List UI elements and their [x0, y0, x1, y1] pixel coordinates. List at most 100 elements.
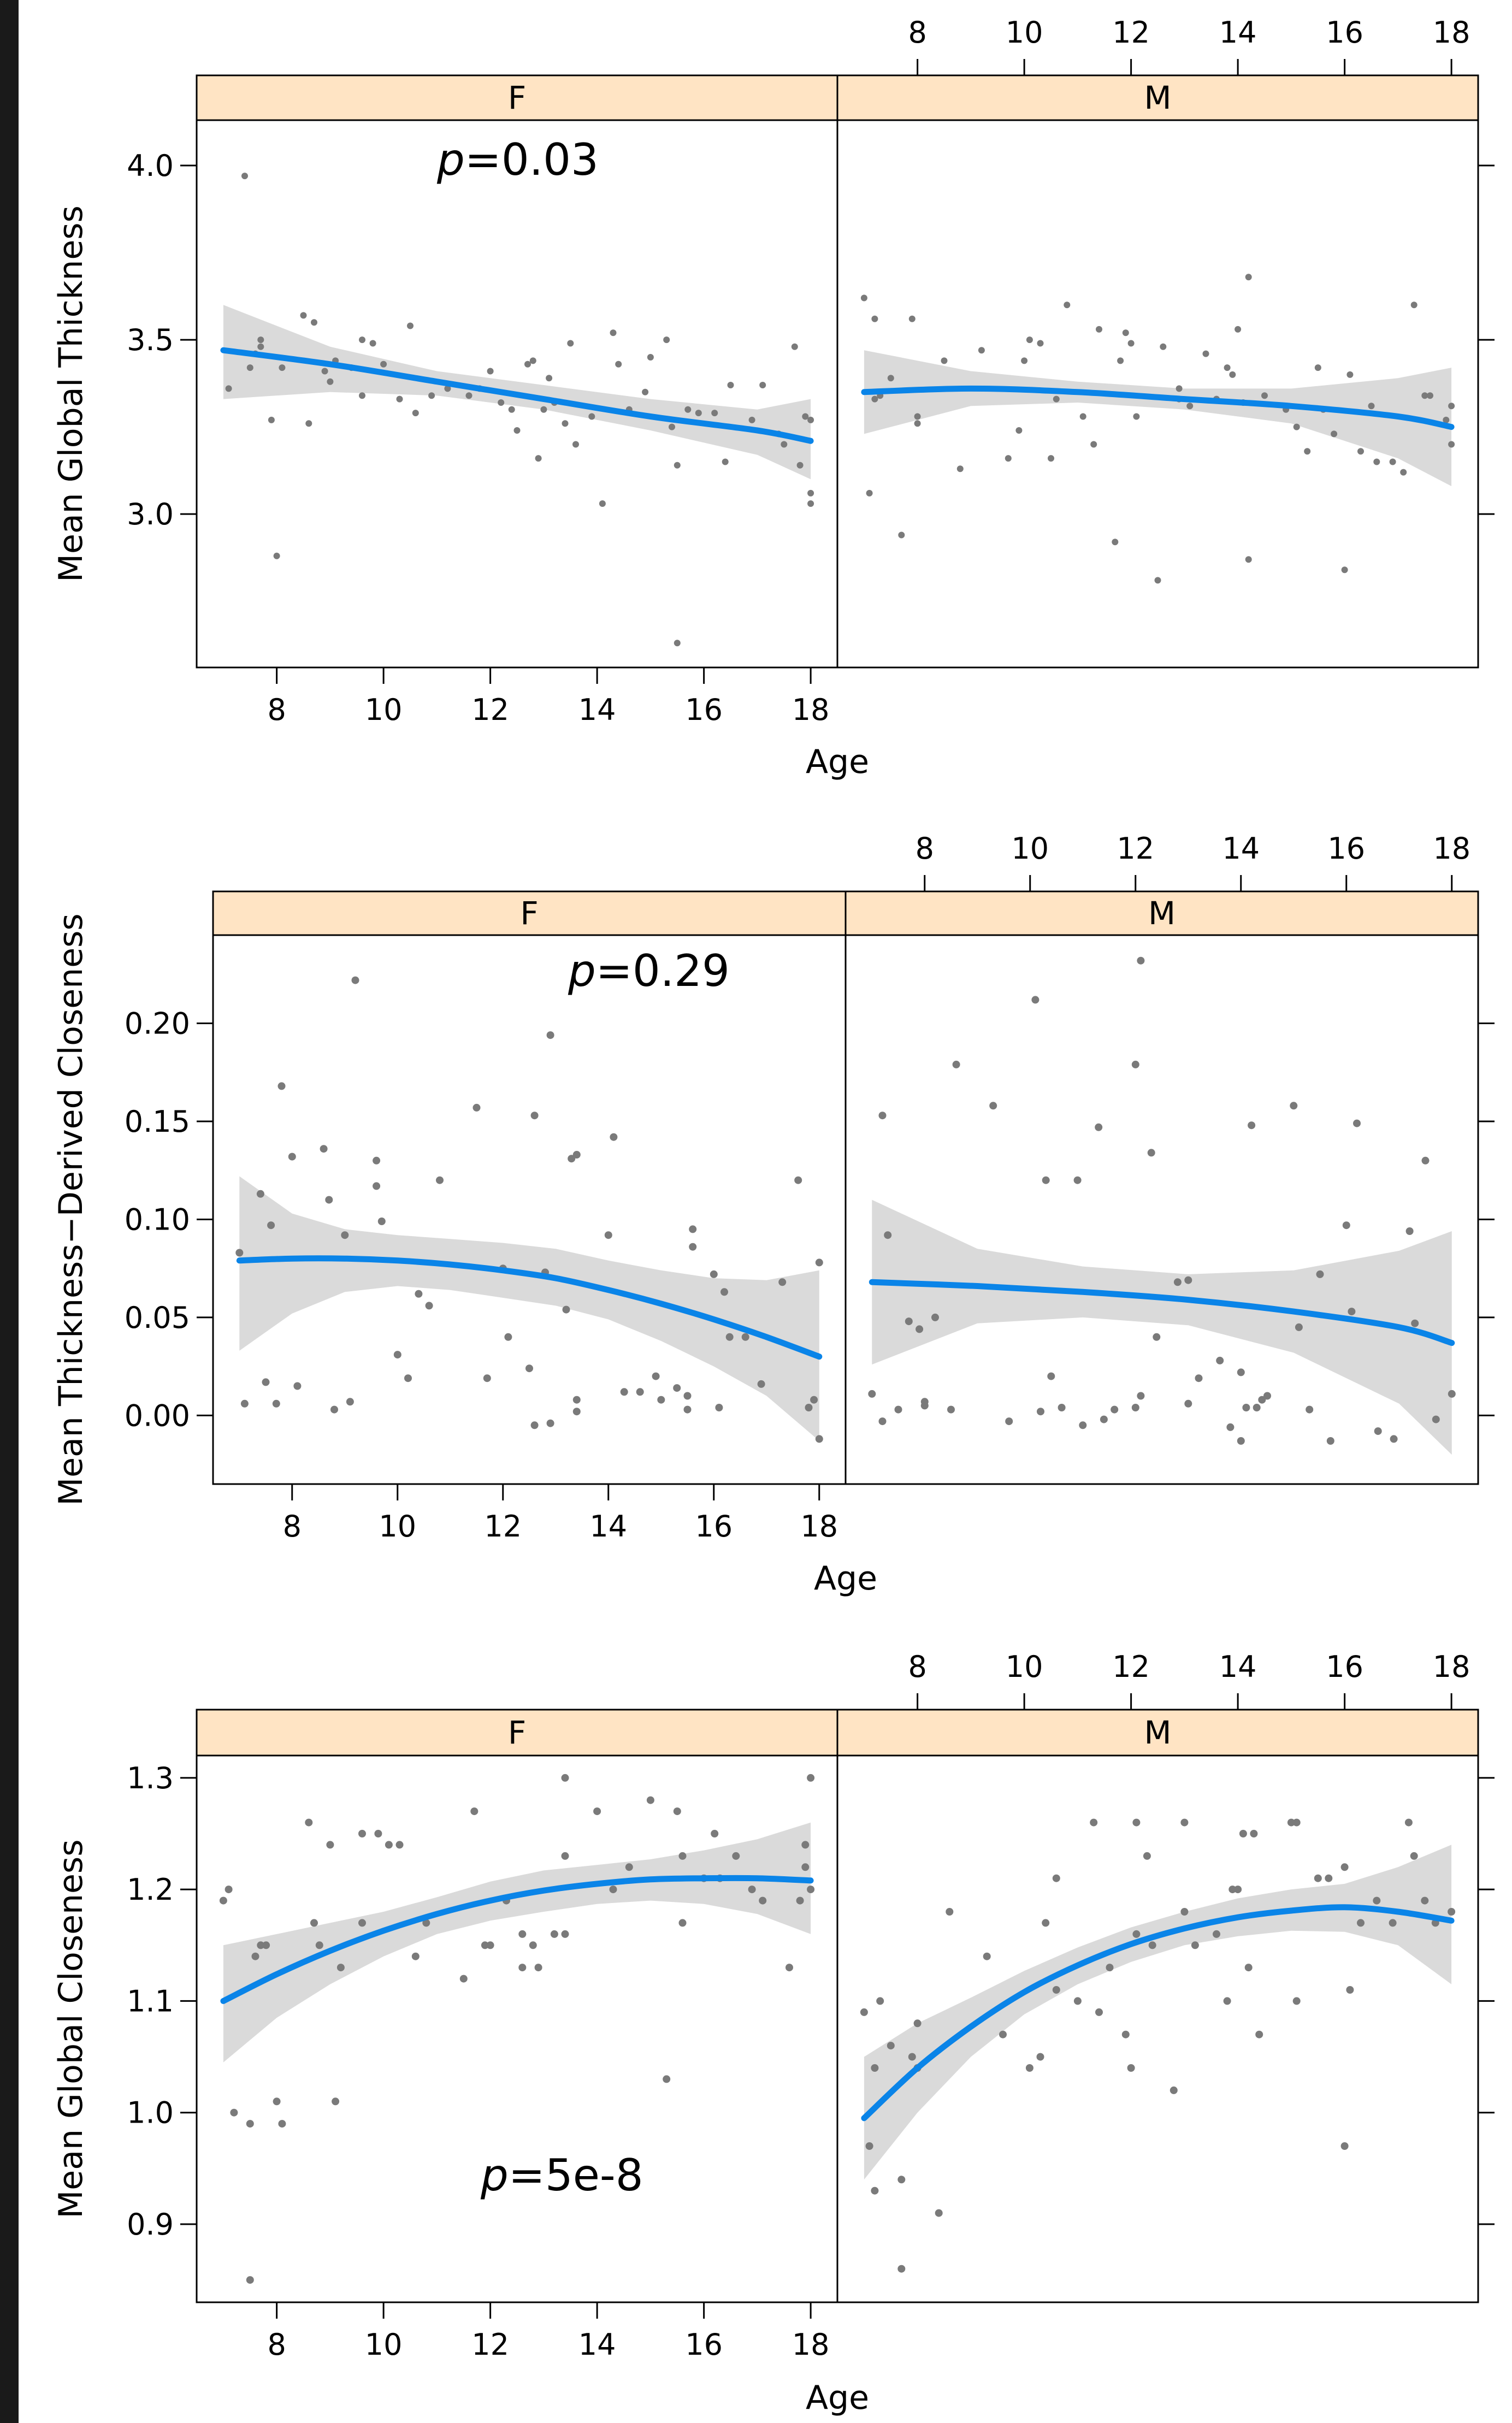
data-point [781, 441, 788, 448]
data-point [1090, 1818, 1098, 1827]
data-point [1348, 1308, 1356, 1316]
data-point [807, 489, 814, 497]
data-point [1131, 1404, 1139, 1411]
data-point [1047, 1372, 1055, 1380]
panel-border [212, 934, 847, 1485]
data-point [1005, 455, 1012, 462]
data-point [1180, 1818, 1189, 1827]
data-point [807, 500, 814, 507]
panel-border [836, 119, 1479, 669]
confidence-band [864, 350, 1452, 487]
data-point [1368, 403, 1375, 410]
data-point [615, 361, 622, 368]
data-point [956, 465, 964, 472]
x-tick-label: 8 [267, 693, 286, 727]
data-point [1292, 1997, 1301, 2005]
data-point [669, 423, 675, 430]
data-point [310, 1919, 318, 1927]
confidence-band [872, 1199, 1452, 1455]
data-point [1111, 1405, 1119, 1414]
data-point [807, 1774, 815, 1782]
data-point [325, 1196, 333, 1204]
data-point [1202, 350, 1209, 357]
data-point [1106, 1964, 1114, 1972]
data-point [550, 1930, 558, 1938]
x-tick-label: 8 [916, 831, 934, 866]
panel-border [836, 1754, 1479, 2303]
y-tick-label: 1.0 [127, 2096, 174, 2130]
data-point [257, 343, 264, 350]
data-point [358, 1830, 366, 1837]
data-point [373, 1182, 381, 1190]
data-point [1037, 1408, 1044, 1416]
x-tick-label: 18 [1433, 1650, 1470, 1684]
data-point [1005, 1417, 1013, 1426]
data-point [1290, 1102, 1298, 1110]
data-point [278, 2120, 286, 2128]
x-tick-label: 14 [589, 1509, 627, 1544]
data-point [1410, 302, 1418, 309]
data-point [913, 2019, 922, 2028]
data-point [465, 392, 472, 399]
data-point [1229, 371, 1236, 378]
data-point [1143, 1852, 1151, 1860]
data-point [1346, 1986, 1354, 1994]
data-point [428, 392, 435, 399]
data-point [530, 1112, 539, 1120]
data-point [246, 2120, 254, 2128]
x-tick-label: 14 [1219, 15, 1257, 50]
data-point [315, 1941, 323, 1949]
data-point [695, 410, 702, 417]
panel-f: F 8 10 12 14 16 18 [196, 1709, 838, 2362]
confidence-band [864, 1845, 1452, 2180]
data-point [472, 1103, 481, 1112]
data-point [358, 1919, 366, 1927]
data-point [1132, 1818, 1141, 1827]
data-point [999, 2030, 1007, 2038]
data-point [801, 1841, 810, 1849]
data-point [796, 1896, 804, 1905]
x-tick-label: 16 [1326, 15, 1363, 50]
fit-line [236, 1255, 823, 1360]
data-point [1331, 430, 1338, 438]
data-point [534, 1964, 542, 1972]
x-tick-label: 14 [1219, 1650, 1257, 1684]
x-tick-label: 14 [1222, 831, 1260, 866]
data-point [524, 361, 531, 368]
data-point [1353, 1119, 1361, 1127]
data-point [1292, 1818, 1301, 1827]
y-tick-label: 0.20 [125, 1007, 190, 1041]
data-point [689, 1225, 697, 1233]
data-point [1287, 1818, 1295, 1827]
data-point [1448, 1908, 1456, 1916]
x-tick-label: 18 [1433, 15, 1470, 50]
data-point [1073, 1176, 1082, 1184]
data-point [1427, 392, 1433, 399]
data-point [876, 1997, 884, 2005]
data-point [561, 1930, 569, 1938]
data-point [657, 1396, 665, 1404]
data-point [1073, 1997, 1082, 2005]
strip-label: F [520, 895, 538, 932]
data-point [1253, 1404, 1261, 1411]
data-point [689, 1243, 697, 1251]
data-point [642, 388, 649, 395]
data-point [1037, 340, 1044, 347]
data-point [1095, 1123, 1103, 1131]
data-point [1306, 1405, 1314, 1414]
data-point [741, 1333, 749, 1341]
data-point [341, 1231, 349, 1239]
x-tick-label: 18 [800, 1509, 838, 1544]
data-point [425, 1302, 433, 1310]
data-point [1342, 1221, 1350, 1230]
data-point [866, 489, 873, 497]
y-tick-label: 0.10 [125, 1202, 190, 1237]
data-point [1079, 413, 1086, 420]
data-point [748, 1886, 756, 1894]
data-point [1255, 2030, 1263, 2038]
data-point [1064, 302, 1071, 309]
data-point [894, 1405, 902, 1414]
data-point [535, 455, 542, 462]
data-point [561, 1852, 569, 1860]
data-point [1137, 956, 1145, 965]
